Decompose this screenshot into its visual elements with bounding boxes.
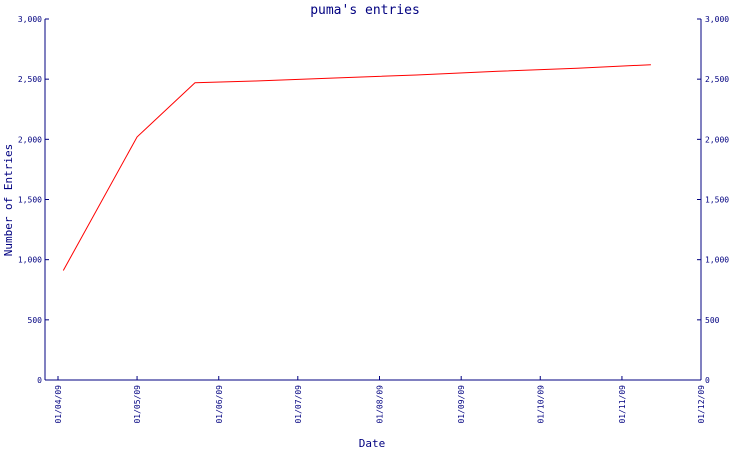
x-axis: 01/04/09 01/05/09 01/06/09 01/07/09 01/08/09… (45, 376, 706, 424)
x-tick-label: 01/04/09 (54, 385, 63, 424)
x-tick-label: 01/05/09 (133, 385, 142, 424)
x-tick-label: 01/11/09 (618, 385, 627, 424)
chart-title: puma's entries (310, 3, 420, 18)
y-tick-label-right: 0 (705, 376, 710, 385)
x-tick-label: 01/06/09 (215, 385, 224, 424)
y-tick-label-left: 1,500 (18, 196, 42, 205)
x-tick-label: 01/12/09 (697, 385, 706, 424)
y-tick-label-left: 1,000 (18, 256, 42, 265)
y-axis-right: 0 500 1,000 1,500 2,000 2,500 3,000 (697, 15, 729, 385)
y-tick-label-left: 2,000 (18, 135, 42, 144)
y-axis-left: 0 500 1,000 1,500 2,000 2,500 3,000 (18, 15, 49, 385)
y-tick-label-right: 1,000 (705, 256, 729, 265)
series-line-0 (62, 64, 651, 271)
x-tick-label: 01/07/09 (294, 385, 303, 424)
series-group (62, 64, 651, 271)
y-tick-label-left: 2,500 (18, 75, 42, 84)
y-tick-label-left: 0 (37, 376, 42, 385)
y-axis-label: Number of Entries (2, 144, 15, 257)
y-tick-label-left: 500 (28, 316, 43, 325)
x-tick-label: 01/09/09 (457, 385, 466, 424)
y-tick-label-right: 2,500 (705, 75, 729, 84)
y-tick-label-right: 2,000 (705, 135, 729, 144)
y-tick-label-right: 1,500 (705, 196, 729, 205)
plot-area (45, 19, 701, 380)
x-tick-label: 01/08/09 (376, 385, 385, 424)
y-tick-label-left: 3,000 (18, 15, 42, 24)
x-tick-label: 01/10/09 (536, 385, 545, 424)
y-tick-label-right: 500 (705, 316, 720, 325)
y-tick-label-right: 3,000 (705, 15, 729, 24)
x-axis-label: Date (359, 437, 386, 450)
